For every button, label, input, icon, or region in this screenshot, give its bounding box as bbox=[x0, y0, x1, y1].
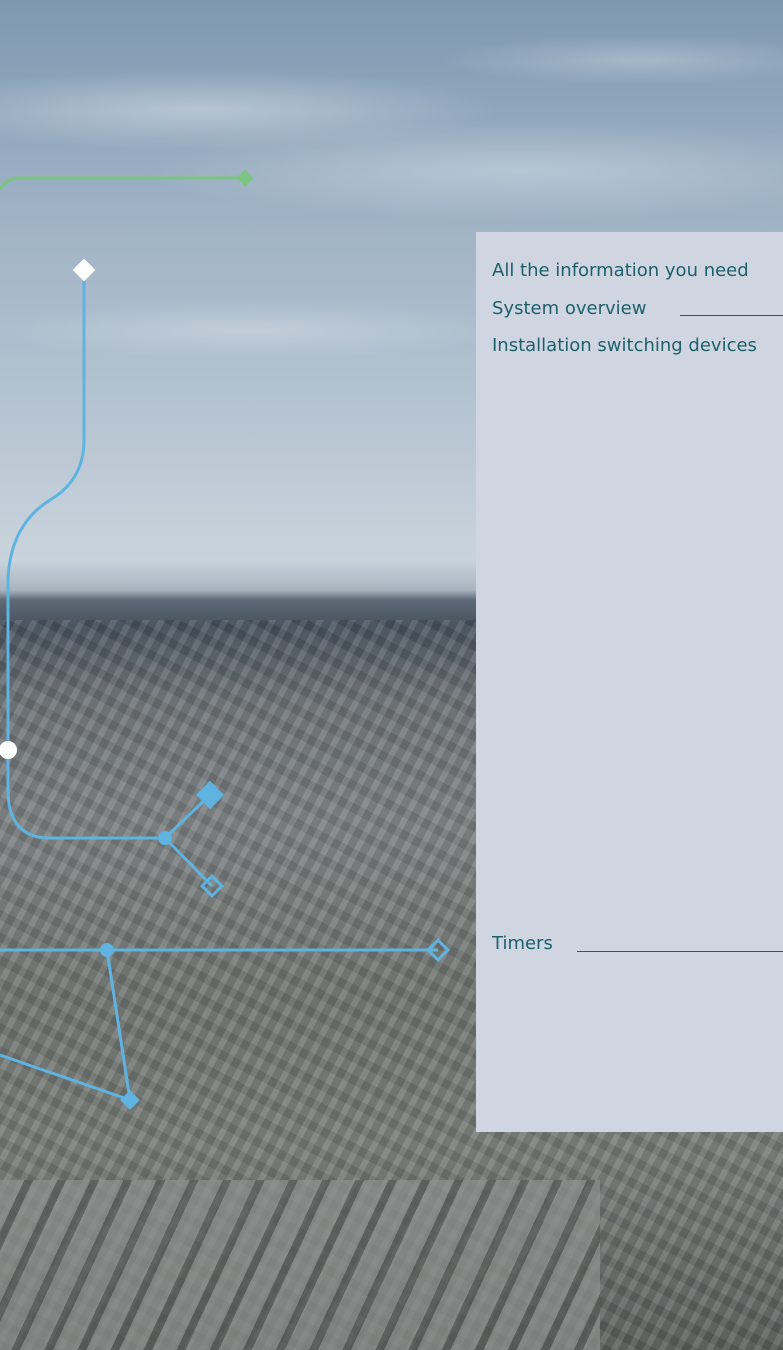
green-diamond bbox=[237, 170, 254, 187]
contents-item[interactable]: All the information you need bbox=[492, 260, 749, 281]
blue-line bbox=[8, 272, 165, 838]
contents-item[interactable]: Installation switching devices bbox=[492, 335, 757, 356]
contents-panel: All the information you need System over… bbox=[476, 232, 783, 1132]
blue-branch bbox=[165, 795, 212, 886]
leader-line bbox=[577, 951, 783, 952]
leader-line bbox=[680, 315, 783, 316]
page: All the information you need System over… bbox=[0, 0, 783, 1350]
white-dot bbox=[0, 741, 17, 759]
blue-dot bbox=[158, 831, 172, 845]
blue-diamond bbox=[120, 1090, 140, 1110]
blue-line bbox=[0, 950, 438, 1100]
green-line bbox=[0, 178, 245, 190]
blue-dot bbox=[100, 943, 114, 957]
contents-item[interactable]: Timers bbox=[492, 933, 553, 954]
white-diamond bbox=[73, 259, 96, 282]
contents-item[interactable]: System overview bbox=[492, 298, 646, 319]
